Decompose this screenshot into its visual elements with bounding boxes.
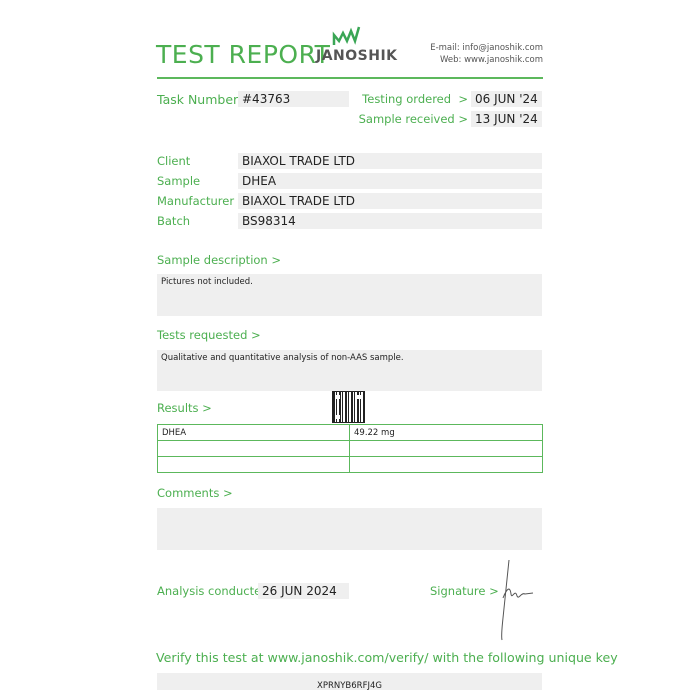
testing-ordered-value: 06 JUN '24 — [471, 91, 542, 107]
comments-label: Comments > — [157, 486, 233, 500]
tests-requested-label: Tests requested > — [157, 328, 261, 342]
signature-label: Signature > — [430, 584, 499, 598]
results-label: Results > — [157, 401, 212, 415]
result-amount — [349, 440, 543, 457]
tests-requested-text: Qualitative and quantitative analysis of… — [161, 353, 404, 363]
batch-value: BS98314 — [238, 213, 542, 229]
qr-code-icon — [332, 391, 365, 423]
result-amount — [349, 456, 543, 473]
sample-received-label: Sample received > — [358, 112, 468, 126]
logo-text: JANOSHIK — [316, 48, 398, 64]
page-title: TEST REPORT — [156, 40, 331, 69]
manufacturer-value: BIAXOL TRADE LTD — [238, 193, 542, 209]
table-row — [157, 440, 543, 457]
sample-description-label: Sample description > — [157, 253, 282, 267]
client-value: BIAXOL TRADE LTD — [238, 153, 542, 169]
results-table: DHEA 49.22 mg — [157, 424, 543, 473]
comments-text — [157, 508, 542, 514]
tests-requested-box: Qualitative and quantitative analysis of… — [157, 350, 542, 391]
sample-description-text: Pictures not included. — [161, 277, 253, 287]
table-row: DHEA 49.22 mg — [157, 424, 543, 441]
comments-box — [157, 508, 542, 550]
sample-description-box: Pictures not included. — [157, 274, 542, 316]
batch-label: Batch — [157, 214, 191, 228]
task-number-value: #43763 — [238, 91, 349, 107]
logo-mark-icon — [332, 26, 361, 45]
contact-email: E-mail: info@janoshik.com — [430, 43, 543, 53]
result-amount: 49.22 mg — [349, 424, 543, 441]
client-label: Client — [157, 154, 191, 168]
result-substance: DHEA — [157, 424, 350, 441]
unique-key-box: XPRNYB6RFJ4G — [157, 673, 542, 691]
task-number-label: Task Number — [157, 92, 239, 107]
analysis-conducted-label: Analysis conducted > — [157, 584, 282, 598]
janoshik-logo: JANOSHIK — [314, 25, 397, 67]
unique-key: XPRNYB6RFJ4G — [317, 681, 382, 691]
result-substance — [157, 440, 350, 457]
table-row — [157, 456, 543, 473]
contact-web: Web: www.janoshik.com — [440, 55, 543, 65]
result-substance — [157, 456, 350, 473]
verify-text: Verify this test at www.janoshik.com/ver… — [156, 650, 618, 665]
sample-label: Sample — [157, 174, 201, 188]
analysis-conducted-value: 26 JUN 2024 — [258, 583, 349, 599]
signature-image — [501, 559, 534, 641]
manufacturer-label: Manufacturer — [157, 194, 235, 208]
header-divider — [157, 77, 543, 79]
sample-value: DHEA — [238, 173, 542, 189]
sample-received-value: 13 JUN '24 — [471, 111, 542, 127]
testing-ordered-label: Testing ordered > — [362, 92, 468, 106]
